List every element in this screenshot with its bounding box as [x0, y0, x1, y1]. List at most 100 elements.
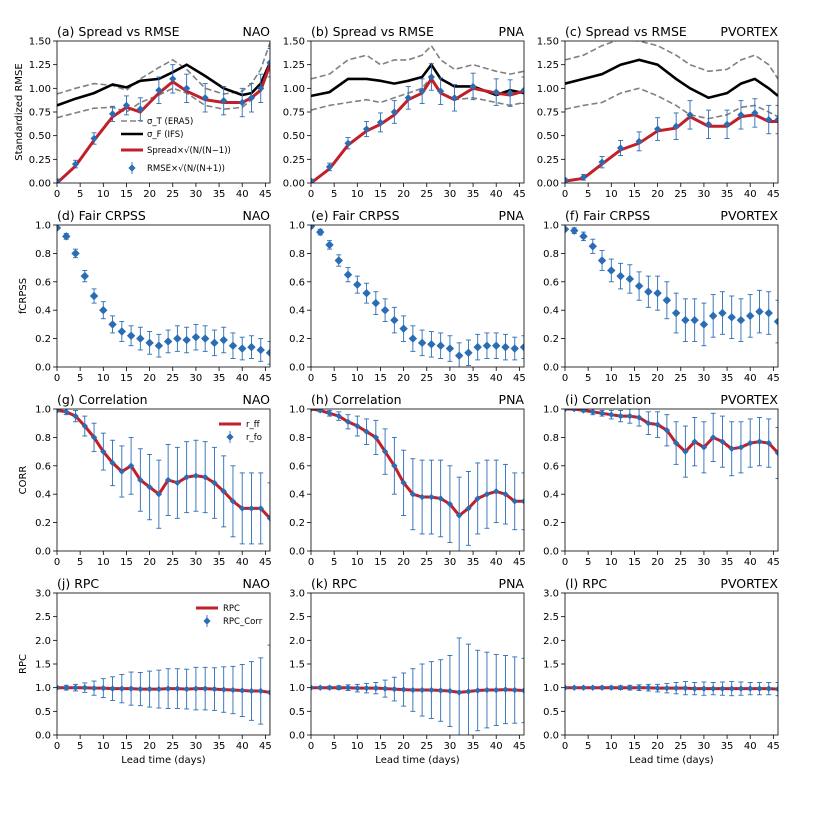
- x-tick-label: 25: [166, 189, 179, 200]
- panel-title: (f) Fair CRPSS: [565, 208, 650, 223]
- y-tick-label: 0.0: [35, 363, 51, 374]
- y-tick-label: 0.6: [35, 461, 51, 472]
- rfo-point: [127, 462, 135, 469]
- y-tick-label: 1.5: [35, 660, 51, 671]
- rpc-line: [311, 686, 524, 694]
- plot-area: [57, 409, 270, 551]
- y-tick-label: 1.0: [35, 405, 51, 416]
- legend-rpc: RPC RPC_Corr: [196, 604, 263, 627]
- legend-rff-label: r_ff: [246, 420, 261, 430]
- panel-title: (l) RPC: [565, 576, 607, 591]
- fcrpss-point: [173, 334, 182, 343]
- rfo-point: [174, 479, 181, 487]
- x-tick-label: 15: [120, 557, 133, 568]
- fcrpss-point: [755, 307, 764, 316]
- rfo-point: [691, 438, 698, 445]
- fcrpss-point: [316, 227, 325, 237]
- x-tick-label: 5: [585, 741, 591, 752]
- x-tick-label: 35: [213, 189, 226, 200]
- x-tick-label: 45: [513, 557, 526, 568]
- y-tick-label: 0.0: [289, 363, 305, 374]
- rfo-point: [682, 448, 689, 455]
- x-tick-label: 45: [767, 373, 780, 384]
- x-axis-label: Lead time (days): [375, 755, 459, 766]
- x-tick-label: 40: [744, 373, 757, 384]
- x-tick-label: 0: [54, 373, 60, 384]
- y-tick-label: 2.5: [543, 612, 559, 623]
- y-tick-label: 0.4: [543, 490, 559, 501]
- x-tick-label: 15: [628, 557, 641, 568]
- rmse-point: [469, 82, 477, 91]
- rmse-point: [362, 125, 371, 133]
- rfo-point: [455, 512, 463, 519]
- panel-7: 0 5 10 15 20 25 30 35 40 45 0.0 0.2 0.4 0.6 0.8 1.0 (g) …: [18, 392, 272, 568]
- y-tick-label: 0.6: [289, 277, 305, 288]
- x-tick-label: 15: [120, 373, 133, 384]
- panel-index-label: NAO: [242, 208, 270, 223]
- legend-rmse: σ_T (ERA5) σ_F (IFS) Spread×√(N/(N−1)) RMSE…: [121, 117, 231, 174]
- fcrpss-point: [510, 344, 519, 353]
- fcrpss-point: [625, 274, 635, 284]
- rpc-corr-point: [183, 685, 190, 693]
- fcrpss-point: [89, 291, 99, 301]
- rmse-point: [238, 98, 246, 107]
- x-tick-label: 20: [143, 557, 156, 568]
- rpc-corr-point: [580, 684, 587, 691]
- rfo-point: [520, 498, 524, 505]
- fcrpss-point: [200, 334, 210, 343]
- x-tick-label: 20: [397, 557, 410, 568]
- fcrpss-point: [764, 308, 773, 318]
- x-tick-label: 35: [721, 189, 734, 200]
- rfo-point: [663, 427, 671, 434]
- x-tick-label: 20: [397, 373, 410, 384]
- rfo-point: [446, 500, 454, 508]
- obs-sd-upper-line: [565, 41, 778, 80]
- x-tick-label: 25: [674, 557, 687, 568]
- x-tick-label: 35: [467, 189, 480, 200]
- fcrpss-point: [136, 334, 145, 343]
- y-tick-label: 0.0: [289, 547, 305, 558]
- rpc-corr-point: [663, 684, 671, 692]
- rfo-point: [229, 498, 237, 505]
- panel-index-label: NAO: [242, 392, 270, 407]
- y-tick-label: 1.00: [29, 84, 51, 95]
- rfo-point: [248, 505, 255, 512]
- rfo-point: [608, 411, 615, 418]
- rpc-corr-point: [747, 685, 754, 692]
- fcrpss-point: [671, 308, 681, 318]
- panel-index-label: NAO: [242, 576, 270, 591]
- y-tick-label: 0.6: [289, 461, 305, 472]
- x-tick-label: 15: [374, 741, 387, 752]
- rfo-point: [381, 448, 389, 455]
- fcrpss-point: [219, 335, 228, 345]
- rpc-corr-point: [511, 686, 518, 694]
- y-axis-label: CORR: [18, 466, 29, 495]
- fcrpss-point: [436, 341, 445, 350]
- rmse-point: [325, 163, 334, 171]
- x-tick-label: 45: [767, 741, 780, 752]
- rfo-point: [239, 505, 246, 512]
- y-tick-label: 0.2: [543, 334, 559, 345]
- panel-9: 0 5 10 15 20 25 30 35 40 45 0.0 0.2 0.4 0.6 0.8 1.0 (i) …: [543, 392, 780, 568]
- fcrpss-point: [325, 240, 334, 250]
- x-tick-label: 25: [166, 373, 179, 384]
- y-tick-label: 0.2: [289, 518, 305, 529]
- rmse-point: [579, 173, 588, 181]
- rfo-point: [90, 434, 98, 441]
- rfo-point: [565, 409, 569, 413]
- rpc-corr-point: [626, 684, 634, 691]
- axes-frame: [310, 40, 525, 184]
- fcrpss-point: [210, 338, 219, 348]
- x-tick-label: 20: [651, 189, 664, 200]
- axes-frame: [56, 40, 271, 184]
- fcrpss-point: [579, 232, 588, 241]
- rfo-point: [654, 421, 661, 428]
- y-tick-label: 0.5: [289, 707, 305, 718]
- axes-frame: [564, 592, 779, 736]
- rfo-point: [266, 515, 270, 522]
- rmse-point: [169, 75, 177, 83]
- y-tick-label: 0.2: [289, 334, 305, 345]
- rpc-corr-point: [155, 685, 163, 693]
- x-tick-label: 10: [605, 557, 618, 568]
